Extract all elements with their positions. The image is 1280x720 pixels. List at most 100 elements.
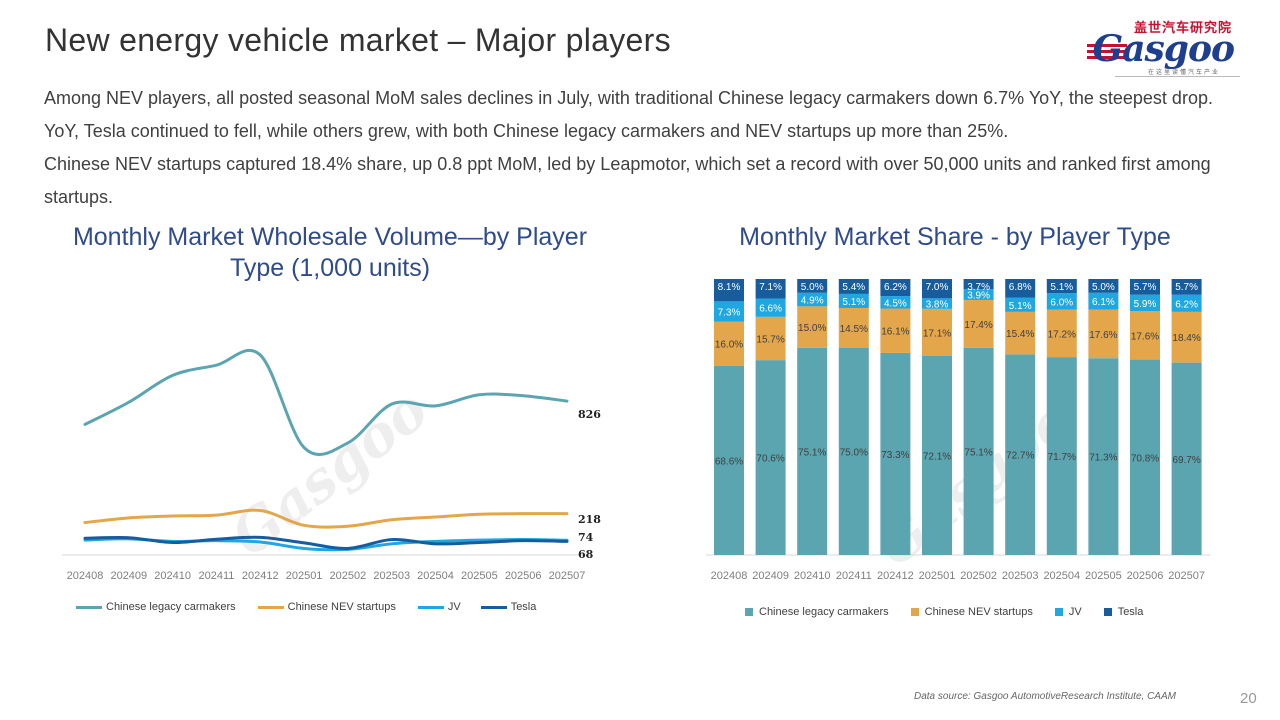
bar-data-label-tesla: 3.7%: [967, 282, 990, 293]
bar-segment-chinese-legacy-carmakers: [880, 352, 911, 555]
line-chart-x-tick-label: 202410: [154, 570, 191, 582]
bar-segment-jv: [1130, 294, 1160, 312]
bar-chart-title: Monthly Market Share - by Player Type: [739, 223, 1171, 251]
bar-data-label-tesla: 6.8%: [1009, 282, 1032, 293]
bar-data-label-tesla: 5.7%: [1134, 282, 1157, 293]
bar-segment-jv: [922, 298, 952, 309]
bar-segment-chinese-nev-startups: [922, 308, 952, 357]
bar-chart-x-tick-label: 202502: [960, 570, 997, 582]
bar-segment-jv: [880, 296, 911, 309]
bar-segment-chinese-nev-startups: [714, 321, 744, 366]
legend-item-chinese-legacy-carmakers: Chinese legacy carmakers: [76, 601, 236, 613]
line-chart-x-tick-label: 202411: [199, 570, 235, 582]
legend-swatch: [257, 605, 284, 609]
bar-segment-chinese-legacy-carmakers: [714, 365, 744, 555]
bar-segment-tesla: [1130, 279, 1160, 295]
bar-data-label-chinese-legacy-carmakers: 69.7%: [1172, 455, 1200, 466]
bar-chart-x-tick-label: 202411: [836, 570, 872, 582]
line-chart-x-tick-label: 202503: [373, 570, 410, 582]
bar-data-label-tesla: 5.4%: [842, 282, 865, 293]
bar-data-label-chinese-legacy-carmakers: 75.1%: [798, 447, 826, 458]
bar-segment-chinese-nev-startups: [963, 299, 994, 348]
bar-segment-jv: [797, 292, 828, 307]
bar-segment-jv: [755, 298, 786, 317]
page-number: 20: [1240, 690, 1257, 707]
bar-chart-x-tick-label: 202410: [794, 570, 831, 582]
line-chart-title: Monthly Market Wholesale Volume—by Playe…: [72, 223, 588, 282]
bar-data-label-chinese-nev-startups: 17.1%: [923, 328, 951, 339]
bar-data-label-tesla: 5.1%: [1050, 282, 1073, 293]
bar-data-label-chinese-legacy-carmakers: 72.1%: [923, 452, 951, 463]
bar-data-label-chinese-nev-startups: 16.1%: [881, 327, 909, 338]
bar-data-label-tesla: 7.1%: [759, 282, 782, 293]
bar-segment-chinese-legacy-carmakers: [963, 347, 994, 555]
bar-segment-tesla: [922, 279, 952, 299]
line-chart-x-tick-label: 202408: [67, 570, 104, 582]
bar-segment-tesla: [755, 279, 786, 299]
bar-chart-x-tick-label: 202501: [919, 570, 956, 582]
line-series-chinese-legacy-carmakers: [83, 348, 569, 456]
summary-paragraph-1: Among NEV players, all posted seasonal M…: [44, 88, 1213, 141]
bar-chart-x-tick-label: 202408: [711, 570, 748, 582]
bar-segment-chinese-legacy-carmakers: [1046, 357, 1077, 555]
bar-chart-x-tick-label: 202409: [752, 570, 789, 582]
bar-segment-chinese-legacy-carmakers: [922, 356, 952, 555]
bar-segment-jv: [1088, 292, 1119, 310]
bar-chart-x-tick-label: 202412: [877, 570, 914, 582]
bar-segment-jv: [714, 301, 744, 322]
bar-segment-tesla: [1088, 279, 1119, 293]
line-chart-x-tick-label: 202409: [110, 570, 147, 582]
line-end-label-chinese-legacy-carmakers: 826: [578, 408, 601, 421]
legend-item-jv: JV: [1054, 606, 1082, 618]
bar-data-label-jv: 5.9%: [1134, 299, 1157, 310]
bar-data-label-chinese-legacy-carmakers: 73.3%: [881, 450, 909, 461]
bar-data-label-jv: 4.9%: [801, 296, 824, 307]
legend-swatch: [745, 608, 753, 616]
bar-data-label-chinese-legacy-carmakers: 75.1%: [964, 447, 992, 458]
data-source: Data source: Gasgoo AutomotiveResearch I…: [914, 691, 1176, 702]
logo-tagline: 在这里读懂汽车产业: [1147, 70, 1220, 76]
bar-segment-chinese-legacy-carmakers: [1005, 354, 1036, 555]
gasgoo-logo: 盖世汽车研究院 Gasgoo 在这里读懂汽车产业: [1085, 14, 1240, 80]
bar-data-label-jv: 3.8%: [926, 300, 949, 311]
bar-segment-tesla: [838, 279, 869, 294]
legend-label: Tesla: [510, 601, 537, 613]
line-chart-x-tick-label: 202507: [549, 570, 586, 582]
legend-swatch: [417, 605, 444, 609]
line-chart-x-tick-label: 202504: [417, 570, 454, 582]
bar-data-label-chinese-legacy-carmakers: 68.6%: [715, 456, 743, 467]
legend-swatch: [76, 605, 102, 609]
bar-chart-x-tick-label: 202506: [1127, 570, 1164, 582]
logo-english-text: Gasgoo: [1092, 28, 1235, 70]
bar-segment-chinese-nev-startups: [1088, 309, 1119, 359]
bar-data-label-tesla: 8.1%: [718, 282, 741, 293]
bar-segment-chinese-nev-startups: [1046, 309, 1077, 358]
bar-segment-chinese-nev-startups: [1130, 311, 1160, 360]
line-end-label-tesla: 68: [578, 548, 594, 561]
legend-swatch: [480, 605, 507, 609]
bar-data-label-chinese-legacy-carmakers: 70.8%: [1131, 453, 1159, 464]
legend-item-chinese-nev-startups: Chinese NEV startups: [910, 606, 1033, 618]
line-end-label-chinese-nev-startups: 218: [578, 513, 601, 526]
bar-segment-chinese-nev-startups: [880, 308, 911, 353]
bar-data-label-chinese-nev-startups: 16.0%: [715, 340, 743, 351]
legend-label: Chinese NEV startups: [287, 601, 396, 613]
line-chart-x-tick-label: 202505: [461, 570, 498, 582]
bar-segment-chinese-nev-startups: [1171, 311, 1202, 363]
line-chart-x-tick-label: 202502: [330, 570, 367, 582]
bar-data-label-tesla: 5.0%: [801, 282, 824, 293]
bar-segment-tesla: [880, 279, 911, 297]
bar-segment-tesla: [1171, 279, 1202, 295]
logo-chinese-text: 盖世汽车研究院: [1133, 20, 1232, 35]
bar-segment-jv: [1171, 294, 1202, 312]
bar-data-label-chinese-nev-startups: 14.5%: [840, 324, 868, 335]
legend-label: JV: [1068, 606, 1082, 618]
legend-swatch: [1054, 608, 1063, 616]
bar-data-label-chinese-nev-startups: 17.6%: [1089, 330, 1117, 341]
bar-segment-chinese-nev-startups: [797, 306, 828, 348]
bar-data-label-jv: 3.9%: [967, 291, 990, 302]
line-chart-x-tick-label: 202506: [505, 570, 542, 582]
bar-data-label-chinese-legacy-carmakers: 72.7%: [1006, 451, 1034, 462]
summary-paragraph-2: Chinese NEV startups captured 18.4% shar…: [44, 154, 1211, 207]
